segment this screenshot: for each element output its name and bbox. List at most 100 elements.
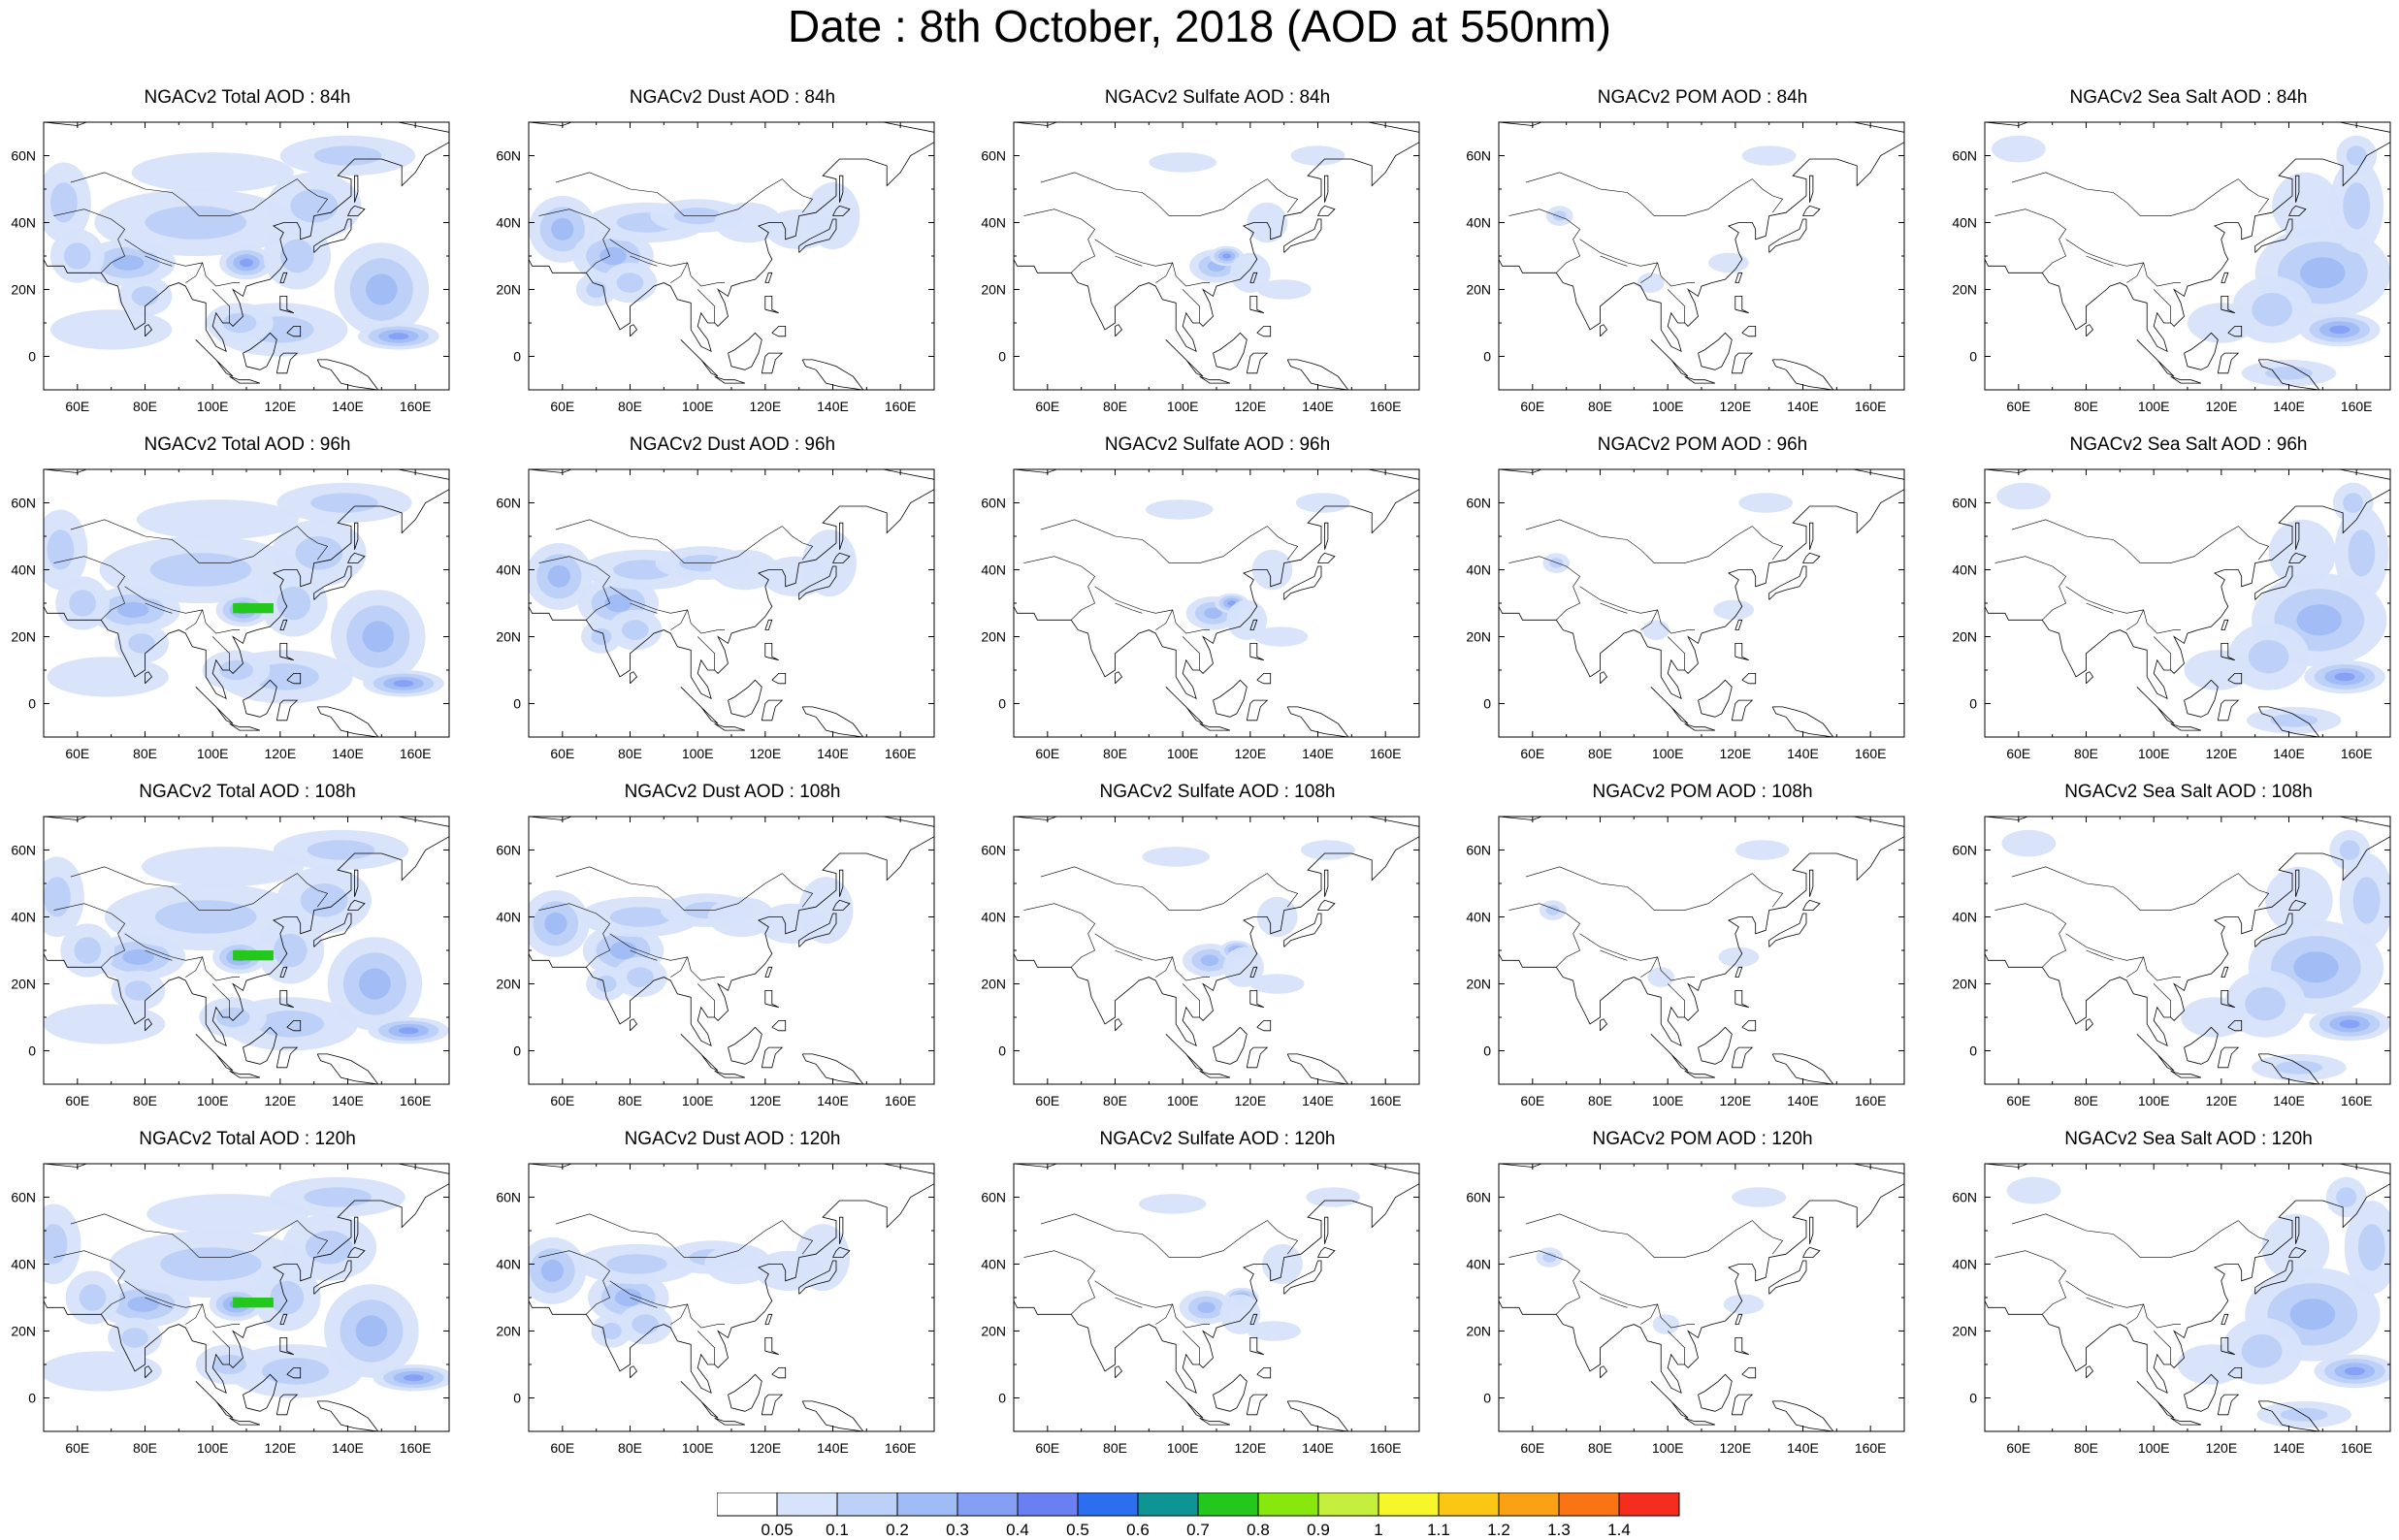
x-tick-label: 60E: [65, 399, 89, 414]
country-border: [670, 609, 688, 630]
map-canvas: 60E 80E 100E 120E 140E 160E 0 20N 40N 60N: [981, 816, 1420, 1108]
aod-contour: [2272, 172, 2340, 240]
coastline: [1684, 1417, 1716, 1426]
borders: [1508, 519, 1784, 670]
aod-contour: [44, 1004, 166, 1044]
coastline: [1199, 722, 1231, 731]
colorbar-swatch: [1317, 1492, 1379, 1517]
aod-contour: [63, 242, 91, 270]
colorbar-label: 0.2: [886, 1521, 909, 1539]
coastline: [761, 1046, 784, 1069]
borders: [1023, 172, 1299, 323]
map-panel-pom-96h: NGACv2 POM AOD : 96h 60E 80E 100E 120E 140E 16…: [1466, 434, 1905, 761]
aod-contour: [604, 594, 632, 613]
coastline: [1802, 552, 1821, 563]
aod-contour: [300, 883, 348, 917]
colorbar-label: 0.1: [826, 1521, 849, 1539]
coastline: [714, 722, 746, 731]
y-tick-label: 60N: [1952, 496, 1977, 511]
country-border: [1023, 556, 1096, 621]
coastline: [771, 1020, 787, 1032]
country-border: [1525, 172, 1601, 190]
x-tick-label: 120E: [1234, 746, 1266, 761]
country-border: [145, 526, 329, 563]
panel-title: NGACv2 Sea Salt AOD : 108h: [2064, 782, 2313, 802]
coastline: [279, 1337, 294, 1356]
map-background: [1499, 122, 1904, 390]
coastline: [1650, 339, 1689, 377]
x-tick-label: 100E: [2138, 746, 2170, 761]
coastline: [764, 966, 773, 978]
country-border: [70, 519, 146, 537]
coastline: [354, 522, 359, 550]
y-tick-label: 20N: [11, 977, 36, 992]
coastline: [680, 339, 719, 377]
coastline: [1985, 817, 2390, 1047]
coastlines: [1014, 1164, 1419, 1431]
coastline: [529, 1164, 934, 1395]
y-tick-label: 20N: [1466, 1324, 1491, 1339]
country-border: [697, 289, 715, 323]
coastline: [1256, 1020, 1272, 1032]
country-border: [145, 873, 329, 911]
aod-contour: [2344, 1366, 2365, 1376]
coastline: [243, 1373, 277, 1412]
y-tick-label: 40N: [11, 910, 36, 925]
coastline: [2086, 324, 2094, 337]
coastline: [1734, 990, 1749, 1009]
coastline: [1802, 205, 1821, 216]
country-border: [2086, 1297, 2114, 1308]
coastline: [229, 375, 261, 384]
aod-contour: [295, 536, 343, 570]
coastlines: [529, 1164, 934, 1431]
map-canvas: 60E 80E 100E 120E 140E 160E 0 20N 40N 60N: [1952, 1163, 2391, 1456]
aod-contour: [403, 1374, 424, 1382]
x-tick-label: 100E: [682, 1440, 714, 1456]
aod-contour: [2329, 325, 2350, 335]
coastline: [276, 1046, 299, 1069]
colorbar-label: 0.4: [1006, 1521, 1029, 1539]
aod-contour: [136, 499, 299, 540]
y-tick-label: 0: [1483, 349, 1491, 365]
aod-contour: [1142, 847, 1210, 867]
x-tick-label: 160E: [1855, 399, 1887, 414]
coastline: [286, 1367, 302, 1379]
coastline: [229, 1070, 261, 1078]
coastline: [1165, 339, 1204, 377]
coastline: [313, 1260, 352, 1295]
x-tick-label: 140E: [1302, 746, 1334, 761]
x-tick-label: 80E: [2074, 399, 2098, 414]
y-tick-label: 20N: [496, 1324, 521, 1339]
coastline: [1014, 1164, 1419, 1395]
country-border: [2086, 255, 2114, 267]
y-tick-label: 60N: [981, 843, 1006, 858]
aod-hotspot: [233, 1298, 274, 1308]
map-panel-pom-108h: NGACv2 POM AOD : 108h 60E 80E 100E 120E 140E 1…: [1466, 782, 1905, 1108]
coastline: [2254, 565, 2293, 600]
country-border: [70, 1213, 146, 1232]
x-tick-label: 60E: [1035, 1093, 1059, 1108]
aod-contour: [1295, 493, 1350, 513]
coastlines: [44, 817, 449, 1084]
x-tick-label: 120E: [264, 399, 296, 414]
country-border: [1994, 903, 2067, 968]
coastline: [2295, 1216, 2300, 1244]
coastline: [1768, 218, 1807, 253]
coastline: [1324, 175, 1329, 203]
aod-contour: [2357, 1224, 2385, 1271]
country-border: [1115, 602, 1143, 614]
y-tick-label: 20N: [1466, 977, 1491, 992]
coastlines: [1985, 1164, 2390, 1431]
aod-contour: [714, 202, 783, 243]
coastline: [2257, 359, 2320, 390]
coastline: [1802, 1246, 1821, 1258]
aod-field: [1142, 840, 1355, 994]
coastline: [195, 1381, 234, 1419]
x-tick-label: 120E: [749, 1093, 781, 1108]
coastline: [1809, 522, 1814, 550]
coastline: [1499, 469, 1904, 700]
country-border: [630, 526, 814, 563]
y-tick-label: 60N: [981, 148, 1006, 164]
borders: [1994, 866, 2270, 1017]
x-tick-label: 160E: [2341, 746, 2373, 761]
